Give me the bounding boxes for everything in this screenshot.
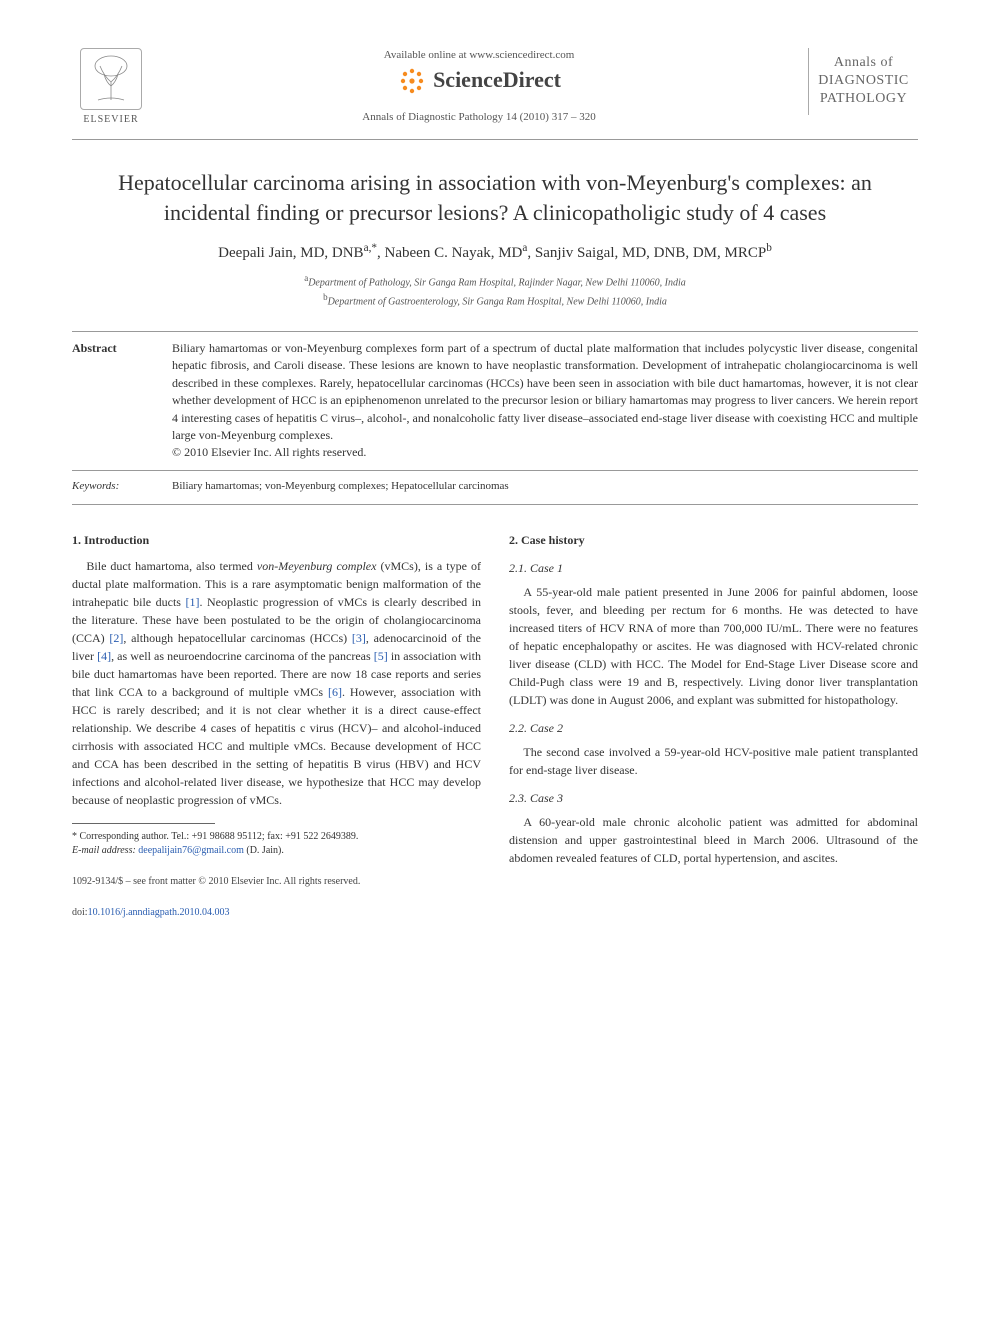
- case3-body: A 60-year-old male chronic alcoholic pat…: [509, 813, 918, 867]
- journal-reference: Annals of Diagnostic Pathology 14 (2010)…: [170, 110, 788, 125]
- right-column: 2. Case history 2.1. Case 1 A 55-year-ol…: [509, 531, 918, 920]
- article-title: Hepatocellular carcinoma arising in asso…: [72, 168, 918, 227]
- case1-heading: 2.1. Case 1: [509, 559, 918, 577]
- rule-bottom: [72, 504, 918, 505]
- abstract-text: Biliary hamartomas or von-Meyenburg comp…: [172, 340, 918, 462]
- journal-cover-text: Annals of DIAGNOSTIC PATHOLOGY: [813, 54, 914, 109]
- email-footnote: E-mail address: deepalijain76@gmail.com …: [72, 844, 481, 858]
- issn-line: 1092-9134/$ – see front matter © 2010 El…: [72, 874, 481, 889]
- sciencedirect-swirl-icon: [397, 66, 427, 96]
- corresponding-footnote: * Corresponding author. Tel.: +91 98688 …: [72, 830, 481, 844]
- abstract-row: Abstract Biliary hamartomas or von-Meyen…: [72, 340, 918, 462]
- available-online-text: Available online at www.sciencedirect.co…: [170, 48, 788, 63]
- intro-paragraph: Bile duct hamartoma, also termed von-Mey…: [72, 557, 481, 809]
- affiliation-b: Department of Gastroenterology, Sir Gang…: [328, 296, 667, 307]
- keywords-text: Biliary hamartomas; von-Meyenburg comple…: [172, 479, 509, 494]
- authors-line: Deepali Jain, MD, DNBa,*, Nabeen C. Naya…: [72, 241, 918, 264]
- header-center: Available online at www.sciencedirect.co…: [150, 48, 808, 126]
- publisher-logo: ELSEVIER: [72, 48, 150, 127]
- case2-heading: 2.2. Case 2: [509, 719, 918, 737]
- footnote-rule: [72, 823, 215, 824]
- abstract-copyright: © 2010 Elsevier Inc. All rights reserved…: [172, 445, 366, 459]
- rule-top: [72, 331, 918, 332]
- affiliations-block: aDepartment of Pathology, Sir Ganga Ram …: [72, 272, 918, 309]
- body-columns: 1. Introduction Bile duct hamartoma, als…: [72, 531, 918, 920]
- publisher-label: ELSEVIER: [83, 113, 138, 127]
- case2-body: The second case involved a 59-year-old H…: [509, 743, 918, 779]
- keywords-label: Keywords:: [72, 479, 172, 494]
- case3-heading: 2.3. Case 3: [509, 789, 918, 807]
- sciencedirect-logo: ScienceDirect: [170, 65, 788, 96]
- doi-link[interactable]: 10.1016/j.anndiagpath.2010.04.003: [88, 907, 230, 918]
- journal-cover-box: Annals of DIAGNOSTIC PATHOLOGY: [808, 48, 918, 115]
- page-header: ELSEVIER Available online at www.science…: [72, 48, 918, 140]
- sciencedirect-wordmark: ScienceDirect: [433, 65, 561, 96]
- section-case-heading: 2. Case history: [509, 531, 918, 549]
- rule-mid: [72, 470, 918, 471]
- elsevier-tree-icon: [80, 48, 142, 110]
- keywords-row: Keywords: Biliary hamartomas; von-Meyenb…: [72, 479, 918, 494]
- case1-body: A 55-year-old male patient presented in …: [509, 583, 918, 709]
- left-column: 1. Introduction Bile duct hamartoma, als…: [72, 531, 481, 920]
- abstract-label: Abstract: [72, 340, 172, 462]
- affiliation-a: Department of Pathology, Sir Ganga Ram H…: [308, 278, 686, 289]
- doi-line: doi:10.1016/j.anndiagpath.2010.04.003: [72, 905, 481, 920]
- section-intro-heading: 1. Introduction: [72, 531, 481, 549]
- email-link[interactable]: deepalijain76@gmail.com: [138, 845, 244, 856]
